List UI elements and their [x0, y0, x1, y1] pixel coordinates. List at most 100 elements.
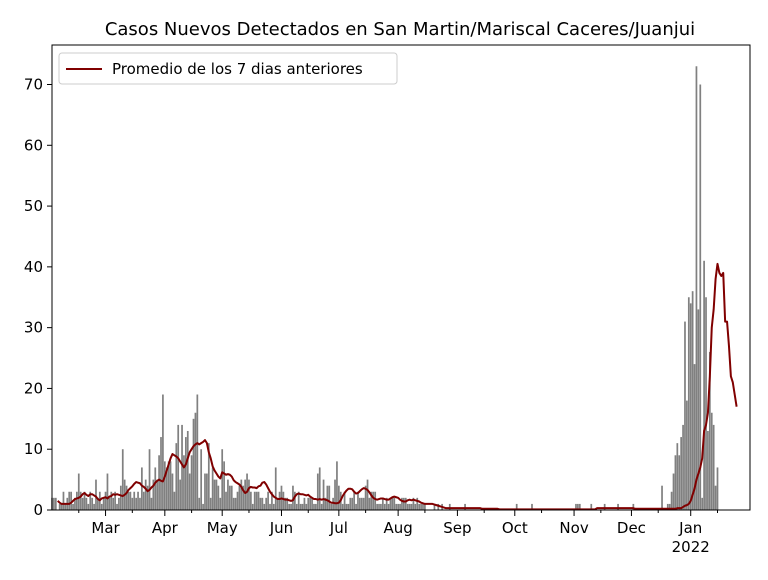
- x-tick-label: Jul: [329, 519, 348, 537]
- bar: [173, 491, 176, 510]
- bar: [81, 497, 84, 510]
- bar: [186, 430, 189, 510]
- bar: [112, 497, 115, 510]
- bar: [448, 503, 451, 510]
- bar: [705, 297, 707, 510]
- x-tick-label: May: [207, 519, 238, 537]
- bar: [316, 473, 319, 510]
- bar: [303, 497, 306, 510]
- bar: [144, 479, 147, 510]
- bar: [374, 491, 377, 510]
- bar: [198, 497, 201, 510]
- bar: [146, 485, 149, 510]
- bar: [142, 491, 145, 510]
- bar: [464, 503, 466, 510]
- bar: [420, 503, 422, 510]
- bar: [250, 491, 252, 510]
- bar: [87, 503, 90, 510]
- bar: [68, 491, 71, 510]
- bar: [418, 503, 421, 510]
- bar: [632, 503, 635, 510]
- bar: [359, 497, 361, 510]
- bar: [108, 497, 111, 510]
- bar: [381, 497, 384, 510]
- bar: [318, 467, 321, 510]
- bar: [693, 364, 696, 510]
- bar: [336, 461, 338, 510]
- bar: [362, 497, 365, 510]
- bar: [357, 491, 359, 510]
- bar: [60, 503, 63, 510]
- plot-frame: [51, 44, 751, 511]
- bar: [225, 491, 227, 510]
- bar: [97, 497, 99, 510]
- bar: [575, 503, 577, 510]
- x-tick-label: Apr: [152, 519, 179, 537]
- bar: [672, 473, 675, 510]
- bar: [406, 503, 409, 510]
- bar: [253, 491, 256, 510]
- bar: [284, 497, 287, 510]
- bar: [244, 479, 246, 510]
- bar: [414, 503, 417, 510]
- bar: [404, 497, 407, 510]
- bar: [678, 455, 681, 510]
- legend: Promedio de los 7 dias anteriores: [58, 52, 398, 85]
- bar: [282, 491, 285, 510]
- bar: [85, 497, 88, 510]
- bar: [165, 467, 168, 510]
- bar: [403, 497, 405, 510]
- bar: [131, 497, 134, 510]
- y-tick-label: 50: [24, 197, 43, 215]
- bar: [364, 485, 367, 510]
- bar: [311, 497, 313, 510]
- bar: [320, 503, 323, 510]
- y-tick-label: 40: [24, 258, 43, 276]
- x-tick-label: Nov: [559, 519, 588, 537]
- bar: [89, 491, 92, 510]
- bar: [76, 491, 78, 510]
- bar: [410, 503, 413, 510]
- bar: [148, 449, 151, 510]
- bar: [590, 503, 593, 510]
- bar: [372, 491, 375, 510]
- x-tick-label: Dec: [617, 519, 646, 537]
- bar: [391, 497, 394, 510]
- bar: [307, 497, 310, 510]
- bar: [697, 309, 700, 510]
- bar: [196, 394, 199, 510]
- y-tick-label: 10: [24, 440, 43, 458]
- bar: [227, 479, 229, 510]
- bar: [54, 497, 57, 510]
- bar: [185, 437, 187, 510]
- bar: [366, 479, 369, 510]
- bar: [192, 418, 195, 510]
- bar: [297, 491, 300, 510]
- bar: [257, 491, 260, 510]
- bar: [215, 479, 218, 510]
- bar: [343, 491, 346, 510]
- bar: [674, 455, 677, 510]
- bar: [341, 503, 344, 510]
- bar: [217, 485, 220, 510]
- bar: [102, 497, 105, 510]
- y-tick-label: 0: [33, 501, 43, 519]
- bar: [272, 503, 275, 510]
- bar: [290, 503, 292, 510]
- bar: [292, 485, 294, 510]
- bar: [684, 321, 686, 510]
- x-tick-label: Oct: [502, 519, 528, 537]
- bar: [689, 303, 692, 510]
- x-tick-label: Jan: [678, 519, 702, 537]
- bar: [91, 497, 94, 510]
- bar: [332, 497, 334, 510]
- y-tick-label: 30: [24, 319, 43, 337]
- bar: [240, 479, 243, 510]
- bar: [313, 503, 315, 510]
- bar: [701, 497, 704, 510]
- bar: [125, 485, 128, 510]
- bar: [207, 443, 210, 510]
- bar: [714, 485, 717, 510]
- bar: [278, 491, 281, 510]
- bar: [236, 491, 239, 510]
